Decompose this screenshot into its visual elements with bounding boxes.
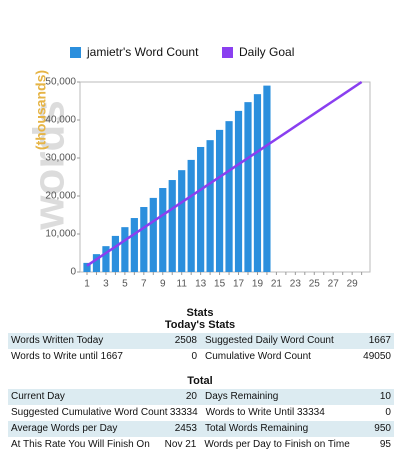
- stat-label: Average Words per Day: [11, 423, 118, 434]
- bar: [149, 197, 157, 272]
- stat-label: At This Rate You Will Finish On: [11, 439, 150, 450]
- stat-value: 950: [374, 423, 391, 434]
- y-tick-label: 50,000: [45, 77, 76, 88]
- stat-label: Words to Write Until 33334: [205, 407, 325, 418]
- bar: [178, 170, 186, 272]
- bar: [244, 102, 252, 272]
- stats-row: At This Rate You Will Finish On Nov 21 Wor…: [8, 437, 394, 453]
- bar: [140, 207, 148, 272]
- bar: [111, 235, 120, 272]
- stats-row: Current Day 20 Days Remaining 10: [8, 389, 394, 405]
- stat-label: Total Words Remaining: [204, 423, 309, 434]
- y-tick-label: 40,000: [45, 115, 76, 126]
- bar: [121, 227, 129, 272]
- stat-value: 0: [191, 351, 197, 362]
- today-title: Today's Stats: [164, 319, 236, 331]
- today-table: Words Written Today 2508 Suggested Daily W…: [8, 333, 394, 365]
- x-tick-label: 29: [347, 279, 359, 290]
- x-tick-label: 13: [195, 279, 207, 290]
- total-table: Current Day 20 Days Remaining 10 Suggested C…: [8, 389, 394, 453]
- stat-label: Suggested Daily Word Count: [204, 335, 334, 346]
- x-tick-label: 19: [252, 279, 264, 290]
- stats-row: Suggested Cumulative Word Count 33334 Word…: [8, 405, 394, 421]
- y-tick-label: 10,000: [45, 229, 76, 240]
- bar: [206, 140, 214, 272]
- legend-swatch: [70, 47, 81, 58]
- stat-value: Nov 21: [164, 439, 197, 450]
- bar: [225, 121, 233, 272]
- stat-value: 2453: [174, 423, 197, 434]
- x-tick-label: 3: [103, 279, 109, 290]
- y-tick-label: 0: [70, 267, 76, 278]
- line: [86, 80, 363, 267]
- bar: [187, 159, 195, 272]
- x-tick-label: 15: [214, 279, 226, 290]
- stats-title: Stats: [186, 307, 214, 319]
- plot-frame: [79, 81, 371, 273]
- x-tick-label: 17: [233, 279, 245, 290]
- stats-row: Words to Write until 1667 0 Cumulative Wor…: [8, 349, 394, 365]
- bar: [234, 110, 243, 272]
- legend-swatch: [222, 47, 233, 58]
- stat-label: Words to Write until 1667: [11, 351, 123, 362]
- x-tick-label: 5: [122, 279, 128, 290]
- x-tick-label: 7: [141, 279, 147, 290]
- total-title: Total: [187, 375, 213, 387]
- stat-value: 20: [185, 391, 197, 402]
- x-tick-label: 23: [290, 279, 302, 290]
- x-tick-label: 9: [160, 279, 166, 290]
- y-tick-label: 20,000: [45, 191, 76, 202]
- x-tick-label: 27: [328, 279, 340, 290]
- legend-label: Daily Goal: [239, 45, 294, 59]
- bar: [253, 94, 262, 272]
- bar: [197, 146, 205, 272]
- x-tick-label: 21: [271, 279, 283, 290]
- stat-value: 2508: [174, 335, 197, 346]
- bar: [92, 254, 101, 272]
- stat-label: Days Remaining: [204, 391, 279, 402]
- stat-value: 49050: [363, 351, 391, 362]
- stat-label: Current Day: [11, 391, 65, 402]
- y-axis-label: words: [25, 100, 74, 231]
- legend-label: jamietr's Word Count: [86, 45, 199, 59]
- stat-value: 10: [379, 391, 391, 402]
- chart: words (thousands) 0 10,000 20,000 30,000 40,…: [25, 45, 371, 290]
- bar: [168, 180, 176, 272]
- stat-label: Suggested Cumulative Word Count: [11, 407, 168, 418]
- stat-label: Words Written Today: [11, 335, 104, 346]
- stats-row: Words Written Today 2508 Suggested Daily W…: [8, 333, 394, 349]
- y-tick-label: 30,000: [45, 153, 76, 164]
- x-tick-label: 1: [84, 279, 90, 290]
- bar: [215, 129, 224, 272]
- stat-value: 0: [385, 407, 391, 418]
- stat-label: Words per Day to Finish on Time: [204, 439, 350, 450]
- stats-row: Average Words per Day 2453 Total Words Rem…: [8, 421, 394, 437]
- bar: [102, 246, 110, 272]
- x-tick-label: 25: [309, 279, 321, 290]
- stat-value: 95: [379, 439, 391, 450]
- bar: [263, 85, 271, 272]
- stat-label: Cumulative Word Count: [204, 351, 311, 362]
- stat-value: 1667: [368, 335, 391, 346]
- y-axis-unit: (thousands): [33, 70, 49, 150]
- x-tick-label: 11: [177, 279, 188, 290]
- bar: [83, 262, 91, 272]
- bar: [130, 218, 138, 272]
- bar: [159, 188, 167, 272]
- stat-value: 33334: [169, 407, 198, 418]
